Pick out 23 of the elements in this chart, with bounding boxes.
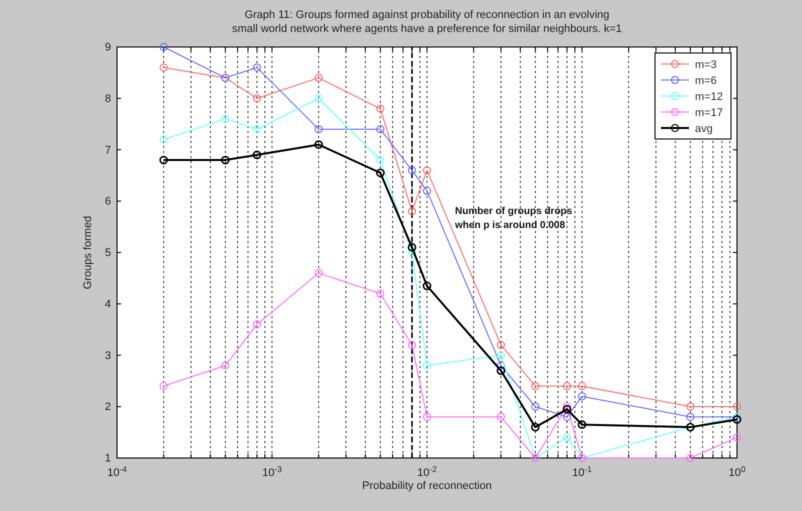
y-tick-label: 5 — [104, 247, 111, 260]
legend-label: m=6 — [695, 75, 717, 87]
y-tick-label: 2 — [104, 401, 111, 414]
y-tick-label: 3 — [104, 350, 111, 362]
y-tick-label: 7 — [104, 144, 111, 156]
x-tick-label: 10$^{0}$ — [728, 464, 746, 479]
y-tick-label: 8 — [104, 92, 111, 105]
y-tick-label: 4 — [104, 298, 111, 310]
legend-label: avg — [695, 123, 713, 135]
y-tick-label: 6 — [104, 196, 111, 208]
x-axis-title: Probability of reconnection — [362, 480, 492, 492]
x-tick-label: 10$^{-2}$ — [417, 464, 438, 479]
x-tick-label: 10$^{-4}$ — [107, 464, 128, 479]
legend-label: m=17 — [695, 107, 723, 119]
legend-label: m=3 — [695, 59, 717, 71]
legend-label: m=12 — [695, 91, 723, 103]
x-tick-label: 10$^{-1}$ — [572, 464, 592, 479]
x-tick-label: 10$^{-3}$ — [262, 464, 282, 479]
y-tick-label: 1 — [104, 452, 111, 465]
y-axis-title: Groups formed — [82, 216, 94, 290]
y-tick-label: 9 — [104, 42, 111, 54]
annotation: Number of groups drops when p is around 0.008 — [454, 206, 573, 231]
chart-title: Graph 11: Groups formed against probability of reconnection in an evolving small world network where agents have a preference for similar neighbours. k=1 — [232, 9, 622, 35]
